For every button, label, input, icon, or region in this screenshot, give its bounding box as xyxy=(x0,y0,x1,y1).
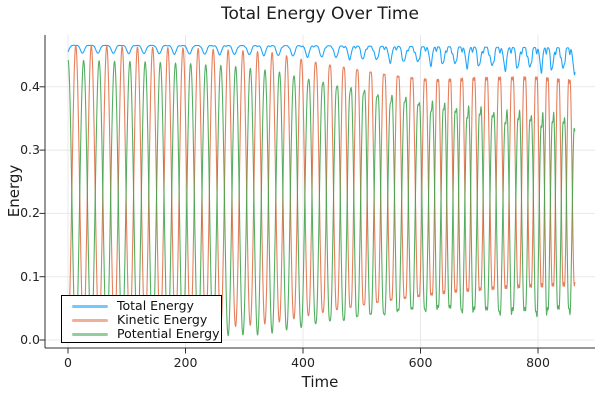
legend-entry-potential-energy: Potential Energy xyxy=(72,327,221,341)
legend-entry-total-energy: Total Energy xyxy=(72,299,221,313)
chart-title: Total Energy Over Time xyxy=(221,4,419,24)
legend-label-total: Total Energy xyxy=(117,298,194,314)
x-tick-label-200: 200 xyxy=(173,355,198,370)
legend-label-kinetic: Kinetic Energy xyxy=(117,312,208,328)
x-tick-label-800: 800 xyxy=(526,355,550,370)
legend-line-swatch-kinetic xyxy=(72,318,108,322)
legend-line-swatch-total xyxy=(72,304,108,308)
x-tick-label-600: 600 xyxy=(408,355,433,370)
y-tick-label-0.4: 0.4 xyxy=(20,78,40,94)
series-line-kinetic-energy xyxy=(67,44,576,333)
x-tick-label-0: 0 xyxy=(64,355,72,370)
axes-frame xyxy=(39,35,595,354)
y-tick-label-0.2: 0.2 xyxy=(20,205,40,221)
legend-entry-kinetic-energy: Kinetic Energy xyxy=(72,313,221,327)
y-tick-label-0.3: 0.3 xyxy=(20,142,40,158)
x-axis-title: Time xyxy=(301,373,339,391)
x-tick-label-400: 400 xyxy=(291,355,315,370)
legend-label-potential: Potential Energy xyxy=(117,326,220,342)
legend: Total Energy Kinetic Energy Potential En… xyxy=(61,295,222,343)
y-tick-label-0.0: 0.0 xyxy=(20,332,40,347)
y-tick-label-0.1: 0.1 xyxy=(20,268,40,284)
legend-line-swatch-potential xyxy=(72,332,108,336)
series-line-total-energy xyxy=(67,44,576,76)
